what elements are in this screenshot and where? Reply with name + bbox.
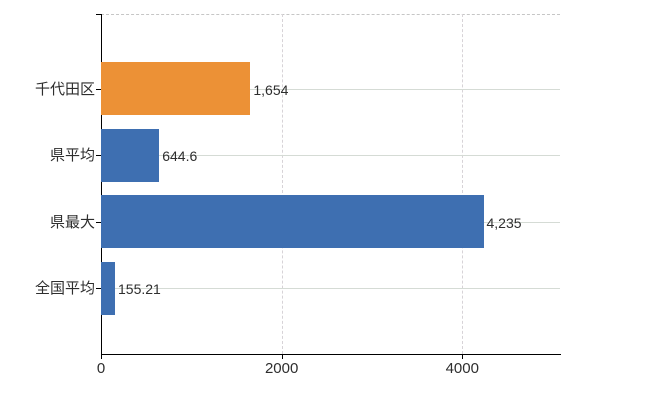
x-gridline-2000 xyxy=(281,14,283,354)
x-tick-label: 4000 xyxy=(445,360,479,377)
bar-全国平均[interactable] xyxy=(101,261,116,315)
x-tick-label: 2000 xyxy=(264,360,299,377)
plot-area: 1,654 644.6 4,235 155.21 xyxy=(101,14,560,354)
x-axis-tick-2000 xyxy=(281,355,283,359)
bar-value-label: 4,235 xyxy=(486,214,522,231)
y-axis-line xyxy=(101,14,102,355)
category-label-1: 県平均 xyxy=(49,147,95,164)
y-axis-tick xyxy=(96,88,101,90)
category-label-2: 県最大 xyxy=(49,213,95,231)
bar-県最大[interactable] xyxy=(101,195,484,248)
category-gridline xyxy=(101,155,560,156)
category-gridline xyxy=(101,88,560,90)
x-axis-line xyxy=(101,354,561,355)
bar-value-label: 1,654 xyxy=(253,81,289,98)
y-axis-tick xyxy=(96,155,101,156)
bar-千代田区[interactable] xyxy=(101,62,251,115)
bar-value-label: 644.6 xyxy=(162,148,198,164)
category-label-3: 全国平均 xyxy=(34,280,95,297)
x-axis-tick-0 xyxy=(101,355,102,359)
y-axis-tick xyxy=(96,288,101,289)
bar-県平均[interactable] xyxy=(101,128,160,182)
y-axis-top-tick xyxy=(96,14,101,15)
x-gridline-4000 xyxy=(462,14,464,354)
x-axis-tick-4000 xyxy=(462,355,464,359)
x-tick-label: 0 xyxy=(96,360,106,377)
category-gridline xyxy=(101,288,560,289)
category-label-0: 千代田区 xyxy=(34,80,95,98)
bar-value-label: 155.21 xyxy=(118,281,161,297)
plot-top-border xyxy=(101,14,560,15)
y-axis-tick xyxy=(96,221,101,223)
